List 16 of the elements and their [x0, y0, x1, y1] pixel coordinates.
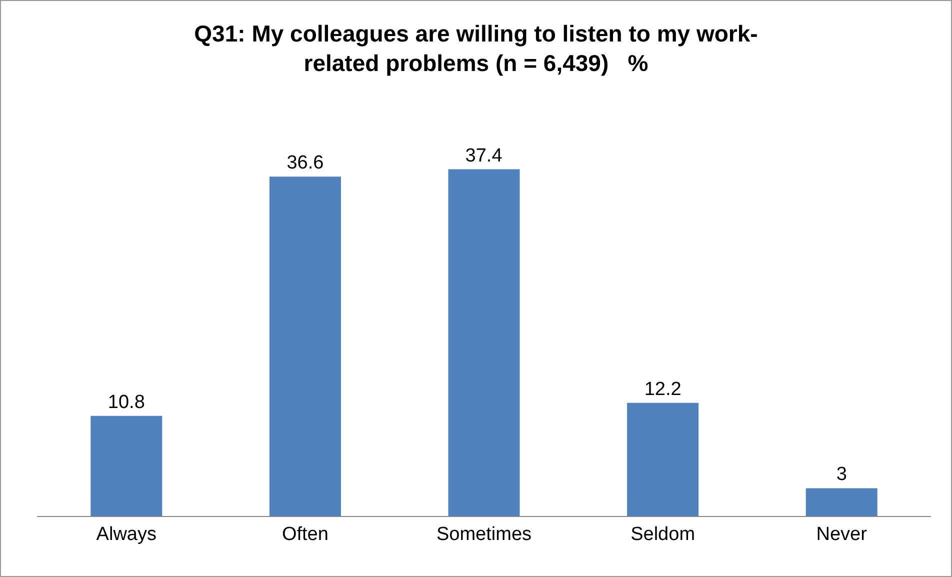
data-label: 3 — [836, 464, 847, 486]
bar — [627, 402, 699, 516]
bar — [90, 416, 162, 516]
x-tick-label: Always — [96, 524, 156, 545]
data-label: 10.8 — [108, 392, 145, 413]
data-label: 36.6 — [286, 152, 324, 174]
x-tick-label: Sometimes — [436, 524, 532, 545]
bar — [448, 169, 520, 516]
chart-title: Q31: My colleagues are willing to listen to my work-related problems (n = 6,439) % — [194, 20, 758, 76]
bar — [806, 488, 878, 516]
data-label: 37.4 — [465, 145, 503, 166]
bar — [269, 176, 341, 516]
x-tick-label: Often — [282, 524, 328, 545]
x-tick-label: Never — [816, 524, 868, 545]
data-label: 12.2 — [644, 378, 682, 400]
x-tick-label: Seldom — [630, 524, 696, 545]
